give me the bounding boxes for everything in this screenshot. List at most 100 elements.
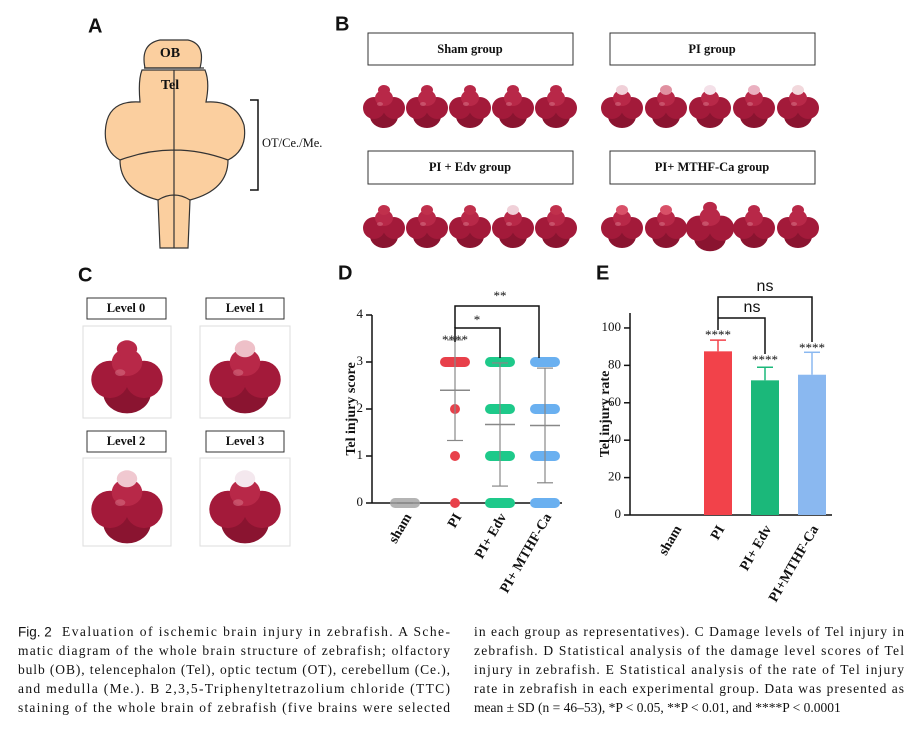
brain: [209, 340, 281, 414]
level-label: Level 1: [226, 301, 265, 315]
panel-label: A: [88, 15, 102, 37]
brain-tel: [229, 348, 261, 376]
brain-tel: [229, 478, 261, 506]
brain-ob: [792, 85, 804, 95]
brain-tel: [461, 90, 479, 106]
level-box: [205, 297, 285, 320]
brain-ob: [421, 85, 433, 95]
brain: [91, 470, 163, 544]
brain-shine: [549, 102, 555, 106]
level-box: [205, 430, 285, 453]
level-label: Level 2: [107, 434, 146, 448]
significance: ****: [799, 340, 825, 355]
y-tick-label: 2: [357, 400, 364, 415]
brain-shine: [377, 222, 383, 226]
bar: [798, 374, 826, 515]
bar: [704, 351, 732, 515]
brain-shine: [615, 222, 621, 226]
caption-label: Fig. 2: [18, 625, 52, 640]
y-tick-label: 20: [608, 469, 621, 484]
caption-line: injury in zebrafish. E Statistical analy…: [474, 662, 904, 677]
bracket: [717, 296, 813, 342]
brain-tel: [375, 90, 393, 106]
brain-shine: [791, 222, 797, 226]
group-box: [609, 32, 816, 66]
panel-label: C: [78, 264, 92, 286]
brain: [535, 205, 577, 248]
caption-line: matic diagram of the whole brain structu…: [18, 643, 450, 658]
brain-ob: [704, 85, 716, 95]
panel-label: D: [338, 262, 352, 284]
y-tick-label: 1: [357, 447, 364, 462]
brain-shine: [233, 369, 244, 376]
brain: [777, 205, 819, 248]
brain-shine: [115, 499, 126, 506]
x-tick-label: PI+MTHF-Ca: [766, 523, 822, 605]
brain-ob: [234, 470, 256, 488]
brain-tel: [461, 210, 479, 226]
brain-ob: [660, 205, 672, 215]
caption-line: zebrafish. D Statistical analysis of the…: [474, 643, 904, 658]
brain-ob: [616, 205, 628, 215]
brain-tel: [745, 210, 763, 226]
data-point: [450, 498, 460, 508]
brain-tel: [111, 348, 143, 376]
group-label: PI group: [688, 42, 735, 56]
brain-tel: [789, 210, 807, 226]
brain: [535, 85, 577, 128]
brain: [601, 85, 643, 128]
brain: [492, 85, 534, 128]
significance: *: [474, 312, 481, 327]
bracket: [718, 317, 766, 354]
panel-label: B: [335, 13, 349, 35]
brain-tel: [418, 210, 436, 226]
brain: [689, 85, 731, 128]
level-label: Level 0: [107, 301, 146, 315]
brain-tel: [657, 90, 675, 106]
significance: ****: [705, 327, 731, 342]
caption-line: staining of the whole brain of zebrafish…: [18, 700, 450, 715]
data-point: [485, 498, 515, 508]
y-tick-label: 40: [608, 431, 621, 446]
brain-tel: [111, 478, 143, 506]
group-box: [367, 32, 574, 66]
y-axis-title: Tel injury score: [344, 362, 359, 455]
caption-line: Evaluation of ischemic brain injury in z…: [62, 624, 451, 639]
y-tick-label: 80: [608, 356, 621, 371]
part-label: OT/Ce./Me.: [262, 136, 322, 150]
data-point: [530, 357, 560, 367]
bracket: [250, 99, 259, 191]
brain-tel: [547, 210, 565, 226]
brain-ob: [748, 205, 760, 215]
y-tick-label: 100: [602, 319, 622, 334]
brain-ob: [703, 201, 717, 214]
part-label: Tel: [161, 78, 179, 93]
x-tick-label: PI+ Edv: [737, 523, 775, 573]
significance: ****: [752, 352, 778, 367]
brain-shine: [506, 222, 512, 226]
brain: [406, 205, 448, 248]
level-box: [86, 297, 167, 320]
brain-shine: [549, 222, 555, 226]
brain-tel: [789, 90, 807, 106]
brain-ob: [378, 205, 390, 215]
brain-ob: [550, 85, 562, 95]
caption-line: mean ± SD (n = 46–53), *P < 0.05, **P < …: [474, 700, 841, 715]
brain-shine: [420, 102, 426, 106]
brain: [685, 201, 735, 252]
brain-tel: [375, 210, 393, 226]
brain-shine: [659, 222, 665, 226]
brain-shine: [115, 369, 126, 376]
brain: [733, 85, 775, 128]
significance: ns: [757, 278, 774, 295]
data-point: [450, 451, 460, 461]
brain-ob: [464, 85, 476, 95]
brain-tel: [418, 90, 436, 106]
brain-ob: [660, 85, 672, 95]
brain-tel: [547, 90, 565, 106]
brain-shine: [747, 102, 753, 106]
x-tick-label: PI+ Edv: [472, 511, 510, 561]
brain-ob: [421, 205, 433, 215]
brain-shine: [377, 102, 383, 106]
x-tick-label: sham: [386, 511, 415, 546]
